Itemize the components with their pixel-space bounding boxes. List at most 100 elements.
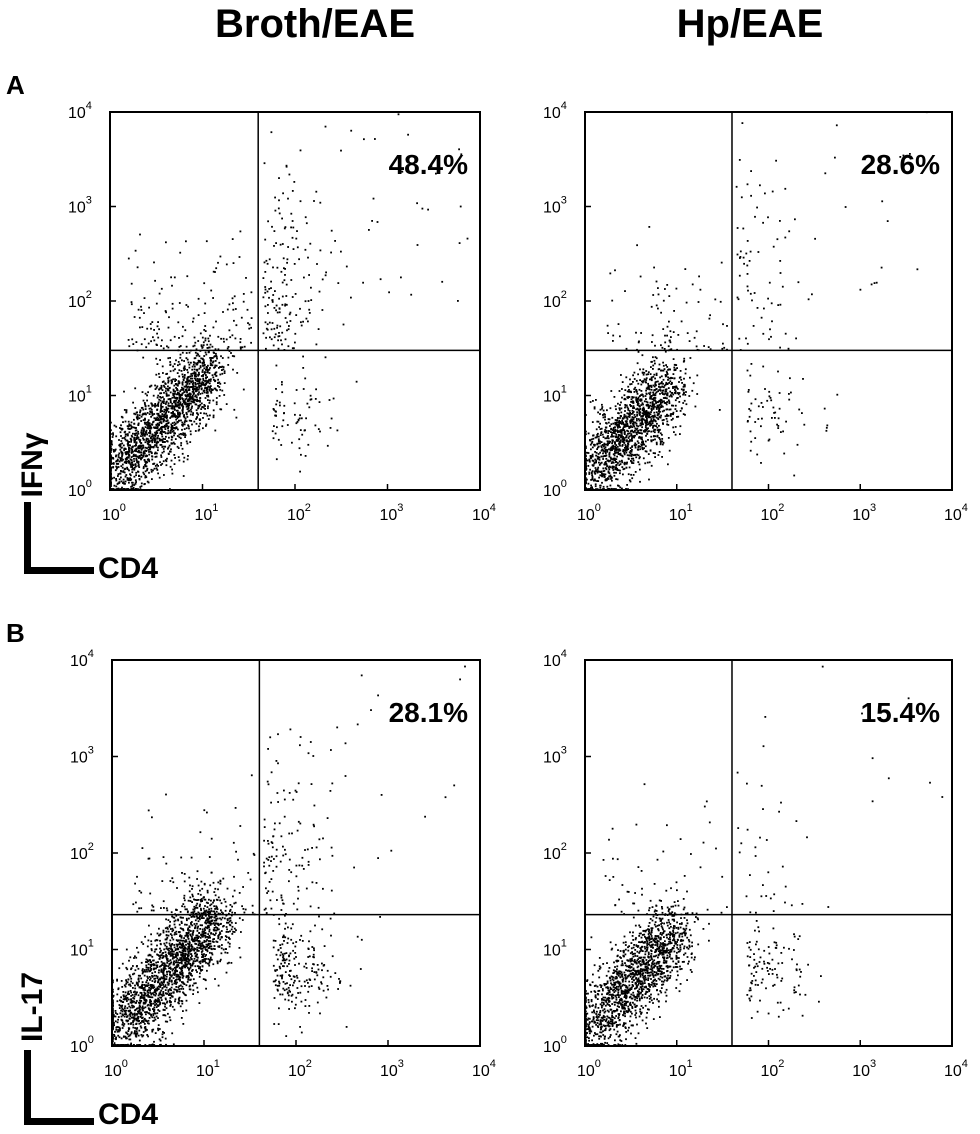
event-dot — [174, 1000, 176, 1003]
event-dot — [149, 989, 151, 992]
event-dot — [278, 332, 280, 334]
event-dot — [609, 484, 612, 487]
event-dot — [631, 396, 634, 399]
event-dot — [148, 407, 151, 410]
event-dot — [214, 894, 217, 897]
event-dot — [202, 417, 204, 419]
event-dot — [209, 940, 212, 942]
event-dot — [760, 316, 763, 319]
event-dot — [194, 388, 197, 390]
event-dot — [203, 367, 206, 370]
event-dot — [121, 455, 123, 458]
event-dot — [625, 421, 628, 424]
event-dot — [221, 916, 224, 919]
event-dot — [175, 939, 178, 941]
event-dot — [194, 381, 197, 384]
event-dot — [143, 338, 146, 341]
event-dot — [642, 381, 644, 384]
event-dot — [642, 368, 645, 371]
event-dot — [628, 454, 631, 457]
event-dot — [171, 422, 174, 424]
event-dot — [622, 473, 624, 476]
event-dot — [650, 378, 653, 381]
event-dot — [154, 948, 157, 951]
event-dot — [657, 380, 659, 383]
event-dot — [207, 340, 210, 343]
event-dot — [189, 377, 192, 380]
event-dot — [134, 984, 136, 987]
event-dot — [165, 393, 168, 395]
event-dot — [147, 443, 150, 445]
event-dot — [183, 897, 186, 899]
event-dot — [147, 404, 150, 407]
event-dot — [646, 421, 648, 424]
event-dot — [188, 917, 190, 920]
event-dot — [636, 411, 638, 414]
event-dot — [125, 997, 127, 999]
event-dot — [196, 412, 199, 415]
event-dot — [173, 962, 175, 965]
event-dot — [178, 988, 180, 991]
event-dot — [649, 397, 652, 400]
event-dot — [121, 416, 124, 419]
event-dot — [652, 424, 655, 427]
event-dot — [193, 336, 196, 339]
event-dot — [127, 1035, 130, 1038]
event-dot — [126, 433, 129, 435]
event-dot — [611, 441, 614, 443]
event-dot — [192, 993, 194, 995]
event-dot — [180, 943, 182, 946]
event-dot — [135, 411, 138, 414]
event-dot — [639, 448, 642, 451]
event-dot — [836, 393, 839, 396]
event-dot — [152, 336, 154, 339]
event-dot — [140, 305, 142, 308]
event-dot — [140, 454, 143, 457]
event-dot — [145, 966, 148, 969]
event-dot — [328, 399, 331, 401]
event-dot — [779, 220, 781, 222]
event-dot — [151, 972, 154, 974]
event-dot — [179, 976, 182, 979]
event-dot — [148, 1013, 151, 1015]
event-dot — [746, 183, 749, 186]
event-dot — [184, 950, 187, 952]
event-dot — [605, 463, 608, 466]
event-dot — [178, 459, 181, 462]
event-dot — [612, 453, 615, 456]
event-dot — [208, 382, 211, 385]
event-dot — [115, 465, 118, 468]
event-dot — [185, 389, 188, 392]
event-dot — [909, 153, 911, 155]
event-dot — [125, 966, 128, 969]
event-dot — [603, 444, 606, 446]
event-dot — [155, 417, 157, 420]
event-dot — [177, 948, 179, 951]
event-dot — [616, 445, 619, 448]
event-dot — [162, 431, 165, 433]
event-dot — [608, 455, 611, 458]
event-dot — [634, 416, 637, 418]
event-dot — [141, 1020, 143, 1023]
event-dot — [179, 401, 182, 404]
event-dot — [137, 445, 140, 447]
event-dot — [165, 241, 167, 244]
event-dot — [204, 325, 207, 327]
event-dot — [171, 442, 174, 445]
event-dot — [130, 425, 133, 428]
event-dot — [157, 336, 160, 339]
event-dot — [655, 280, 658, 283]
event-dot — [654, 397, 657, 399]
event-dot — [602, 445, 605, 448]
event-dot — [147, 963, 150, 966]
event-dot — [709, 314, 711, 317]
event-dot — [611, 432, 613, 434]
event-dot — [663, 400, 665, 403]
event-dot — [115, 478, 117, 480]
event-dot — [162, 1031, 164, 1033]
event-dot — [642, 457, 645, 460]
event-dot — [459, 205, 462, 208]
event-dot — [593, 479, 595, 482]
event-dot — [658, 424, 660, 427]
event-dot — [617, 451, 619, 454]
